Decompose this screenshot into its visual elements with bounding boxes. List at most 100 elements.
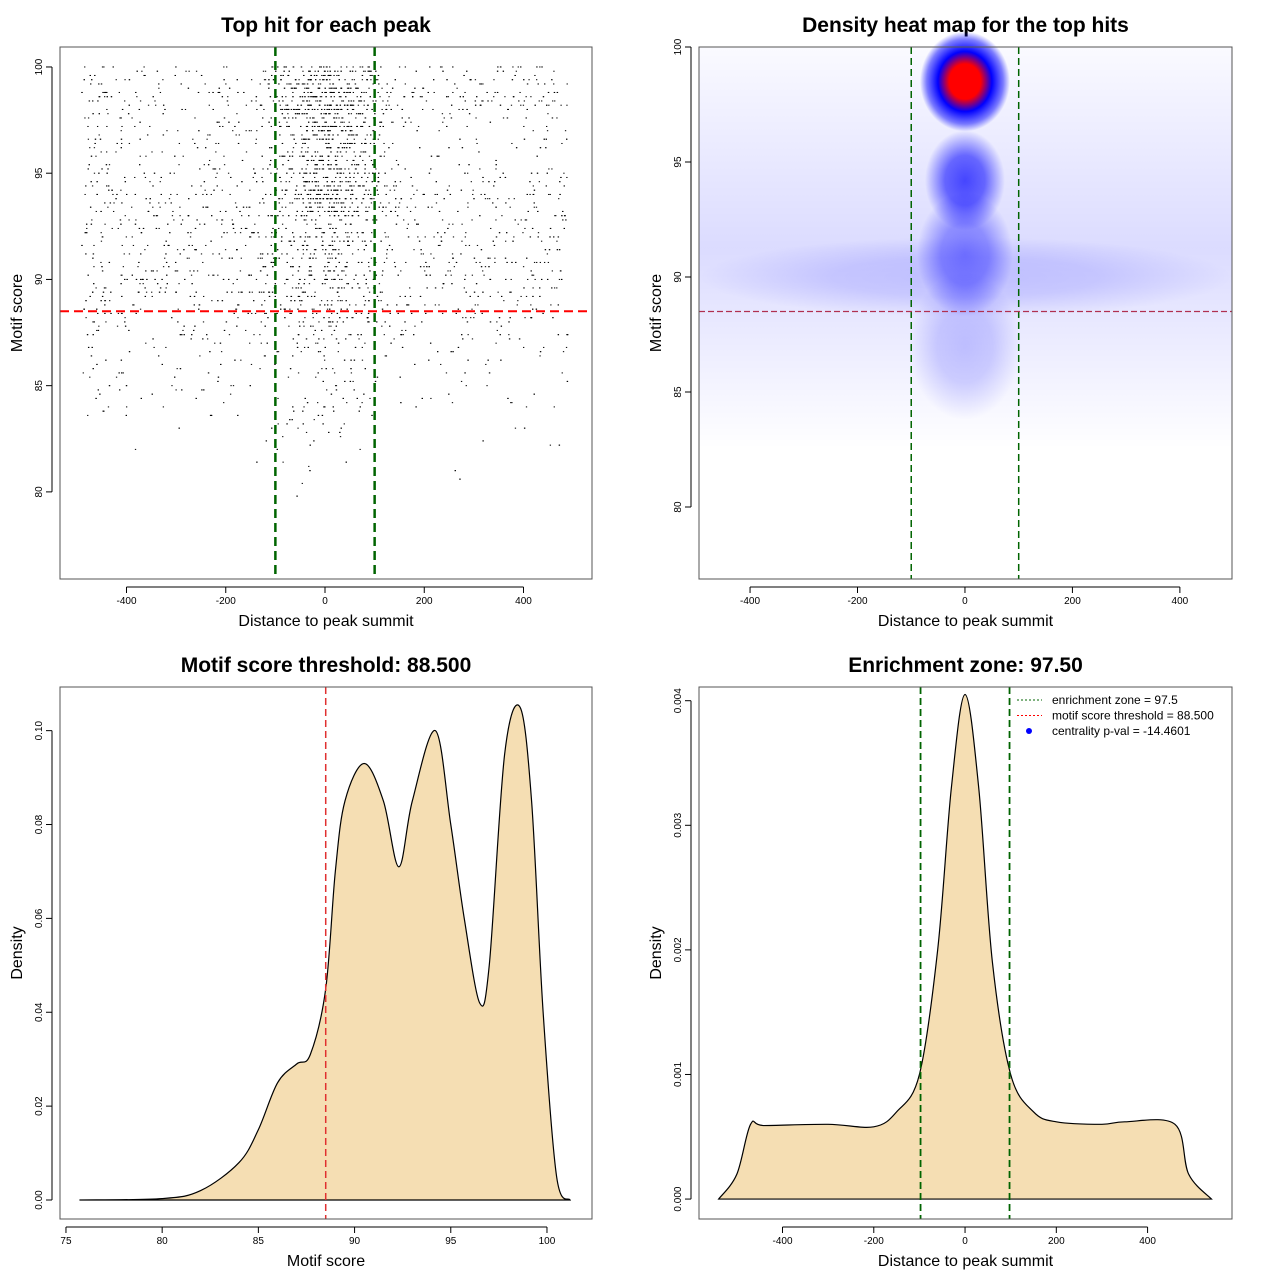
- data-point: [321, 117, 323, 119]
- data-point: [410, 121, 412, 123]
- x-tick-label: 95: [445, 1236, 457, 1247]
- data-point: [465, 291, 467, 293]
- data-point: [298, 198, 300, 200]
- data-point: [299, 236, 301, 238]
- data-point: [146, 134, 149, 136]
- data-point: [286, 121, 288, 123]
- data-point: [547, 261, 550, 263]
- data-point: [343, 359, 346, 361]
- data-point: [176, 368, 178, 370]
- data-point: [231, 257, 233, 259]
- data-point: [480, 193, 482, 195]
- data-point: [424, 236, 426, 238]
- data-point: [310, 104, 312, 106]
- data-point: [152, 270, 154, 272]
- data-point: [338, 96, 341, 98]
- data-point: [281, 108, 284, 110]
- data-point: [304, 291, 306, 293]
- data-point: [361, 74, 364, 76]
- data-point: [283, 70, 285, 72]
- data-point: [410, 312, 413, 314]
- data-point: [362, 232, 364, 234]
- data-point: [434, 304, 437, 306]
- y-axis-label: Density: [648, 926, 665, 979]
- data-point: [91, 346, 93, 348]
- data-point: [225, 210, 227, 212]
- data-point: [365, 189, 367, 191]
- data-point: [301, 257, 303, 259]
- data-point: [524, 219, 527, 221]
- hotspot: [908, 272, 1021, 421]
- data-point: [301, 113, 303, 115]
- data-point: [317, 83, 320, 85]
- data-point: [397, 164, 400, 166]
- data-point: [190, 274, 193, 276]
- data-point: [156, 70, 159, 72]
- data-point: [301, 83, 304, 85]
- data-point: [265, 312, 267, 314]
- data-point: [368, 172, 370, 174]
- data-point: [128, 253, 131, 255]
- data-point: [153, 172, 156, 174]
- data-point: [307, 138, 309, 140]
- data-point: [256, 108, 258, 110]
- data-point: [351, 108, 354, 110]
- data-point: [364, 368, 366, 370]
- data-point: [425, 100, 428, 102]
- data-point: [330, 325, 332, 327]
- x-axis-label: Motif score: [287, 1253, 365, 1270]
- data-point: [364, 70, 366, 72]
- data-point: [165, 287, 167, 289]
- data-point: [416, 223, 418, 225]
- data-point: [279, 104, 281, 106]
- data-point: [358, 410, 360, 412]
- data-point: [332, 321, 334, 323]
- data-point: [306, 159, 308, 161]
- data-point: [320, 113, 322, 115]
- x-tick-label: 200: [1064, 596, 1081, 607]
- data-point: [551, 168, 553, 170]
- data-point: [364, 164, 366, 166]
- data-point: [223, 232, 225, 234]
- data-point: [102, 410, 104, 412]
- data-point: [134, 176, 136, 178]
- data-point: [349, 70, 351, 72]
- x-tick-label: 0: [962, 596, 968, 607]
- data-point: [312, 257, 314, 259]
- data-point: [349, 130, 352, 132]
- data-point: [135, 219, 137, 221]
- data-point: [338, 261, 340, 263]
- data-point: [460, 189, 463, 191]
- data-point: [328, 185, 330, 187]
- data-point: [332, 368, 334, 370]
- data-point: [342, 172, 345, 174]
- data-point: [289, 202, 291, 204]
- data-point: [212, 108, 214, 110]
- data-point: [164, 202, 167, 204]
- data-point: [365, 283, 367, 285]
- data-point: [97, 100, 99, 102]
- plot-border: [59, 686, 593, 1220]
- data-point: [294, 198, 296, 200]
- data-point: [291, 287, 294, 289]
- data-point: [175, 66, 177, 68]
- data-point: [502, 117, 505, 119]
- data-point: [245, 130, 247, 132]
- data-point: [323, 317, 325, 319]
- data-point: [360, 91, 363, 93]
- data-point: [316, 151, 319, 153]
- data-point: [328, 164, 330, 166]
- data-point: [308, 181, 310, 183]
- data-point: [188, 70, 190, 72]
- data-point: [351, 70, 354, 72]
- data-point: [441, 219, 444, 221]
- data-point: [331, 257, 333, 259]
- data-point: [112, 193, 114, 195]
- data-point: [341, 117, 344, 119]
- data-point: [321, 155, 323, 157]
- data-point: [351, 79, 353, 81]
- data-point: [358, 185, 360, 187]
- data-point: [124, 79, 126, 81]
- data-point: [278, 227, 280, 229]
- data-point: [168, 198, 171, 200]
